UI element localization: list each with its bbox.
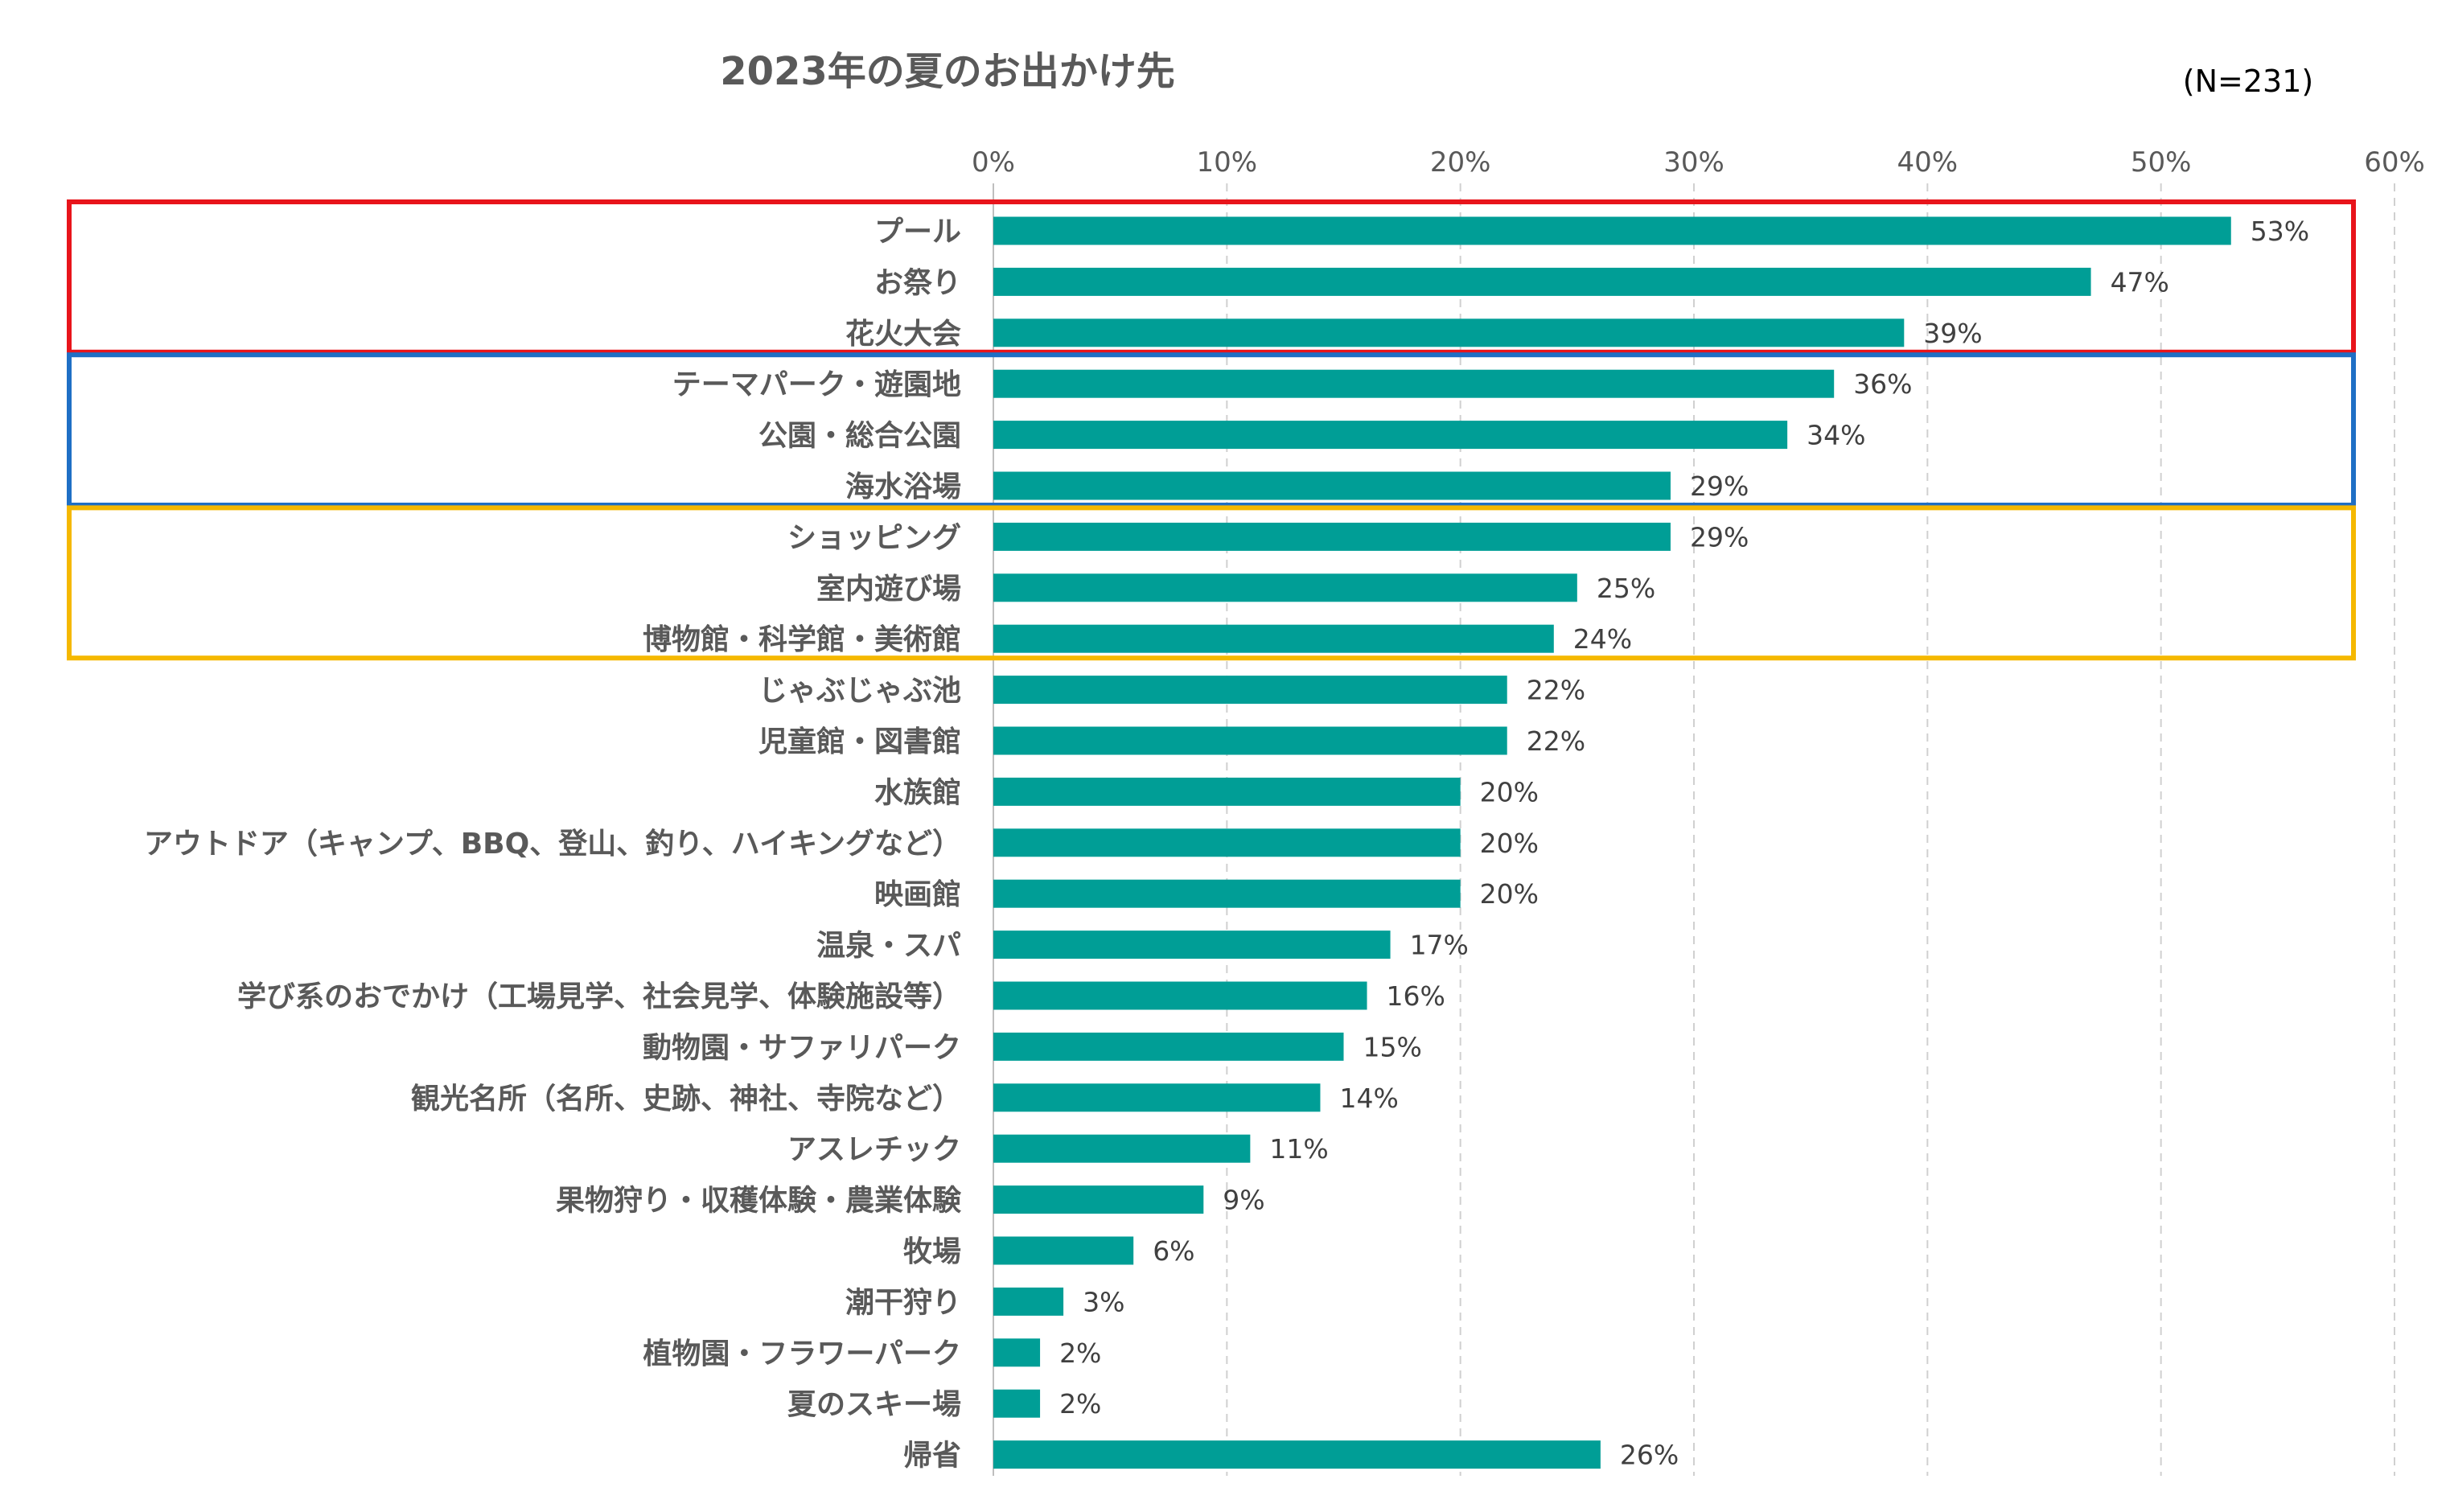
bar (993, 981, 1367, 1010)
category-label: 植物園・フラワーパーク (643, 1337, 961, 1370)
category-label: 児童館・図書館 (758, 725, 961, 758)
highlight-groups (67, 199, 2356, 661)
value-label: 53% (2251, 216, 2309, 247)
bar (993, 1440, 1601, 1469)
value-label: 17% (1410, 930, 1469, 961)
category-label: じゃぶじゃぶ池 (758, 675, 961, 708)
bar (993, 1083, 1321, 1112)
category-label: ショッピング (787, 521, 961, 554)
value-label: 20% (1480, 878, 1539, 910)
value-label: 24% (1573, 623, 1632, 655)
x-tick-label: 50% (2131, 146, 2192, 179)
value-label: 6% (1153, 1235, 1194, 1267)
value-label: 14% (1339, 1083, 1398, 1114)
bar (993, 267, 2091, 296)
bar (993, 726, 1507, 755)
category-labels: プールお祭り花火大会テーマパーク・遊園地公園・総合公園海水浴場ショッピング室内遊… (144, 216, 962, 1473)
category-label: 観光名所（名所、史跡、神社、寺院など） (411, 1083, 961, 1116)
category-label: 公園・総合公園 (758, 420, 961, 453)
value-label: 29% (1690, 470, 1749, 502)
chart-title: 2023年の夏のお出かけ先 (720, 49, 1175, 94)
value-label: 39% (1923, 318, 1982, 349)
highlight-box-3 (67, 505, 2356, 661)
category-label: アスレチック (787, 1133, 961, 1166)
value-label: 36% (1853, 368, 1912, 400)
category-label: 室内遊び場 (816, 573, 961, 606)
category-label: 動物園・サファリパーク (643, 1031, 961, 1064)
x-tick-label: 30% (1663, 146, 1724, 179)
bars (993, 216, 2231, 1469)
bar (993, 471, 1671, 500)
bar (993, 1032, 1344, 1061)
category-label: アウトドア（キャンプ、BBQ、登山、釣り、ハイキングなど） (144, 828, 961, 861)
bar (993, 1389, 1041, 1418)
value-label: 3% (1083, 1286, 1124, 1317)
bar (993, 1185, 1204, 1214)
bar (993, 216, 2231, 245)
value-label: 26% (1620, 1440, 1679, 1471)
bar (993, 777, 1461, 806)
bar (993, 676, 1507, 705)
category-label: 帰省 (903, 1440, 961, 1473)
category-label: 水族館 (874, 775, 961, 809)
x-tick-label: 20% (1430, 146, 1491, 179)
value-label: 16% (1387, 980, 1445, 1012)
category-label: プール (874, 216, 961, 249)
category-label: 果物狩り・収穫体験・農業体験 (556, 1185, 962, 1218)
bar (993, 421, 1788, 450)
bar (993, 1338, 1041, 1367)
category-label: テーマパーク・遊園地 (672, 368, 961, 401)
bar (993, 573, 1577, 602)
category-label: 映画館 (874, 877, 961, 911)
category-label: 海水浴場 (845, 470, 961, 503)
bar (993, 879, 1461, 908)
bar (993, 931, 1391, 959)
x-axis-ticks: 0% 10% 20% 30% 40% 50% 60% (972, 146, 2425, 179)
bar (993, 1287, 1064, 1316)
highlight-box-1 (67, 199, 2356, 355)
category-label: 温泉・スパ (816, 930, 961, 963)
value-label: 9% (1223, 1185, 1264, 1216)
bar (993, 318, 1905, 347)
value-label: 11% (1269, 1133, 1328, 1165)
bar (993, 1134, 1251, 1163)
bar (993, 624, 1554, 653)
value-label: 20% (1480, 776, 1539, 807)
highlight-box-2 (67, 352, 2356, 508)
value-labels: 53% 47% 39% 36% 34% 29% 29% 25% 24% 22% 22% 20% 20% 2… (1059, 216, 2309, 1471)
value-label: 20% (1480, 828, 1539, 859)
category-label: 学び系のおでかけ（工場見学、社会見学、体験施設等） (237, 980, 961, 1013)
category-label: 博物館・科学館・美術館 (643, 622, 961, 656)
value-label: 29% (1690, 521, 1749, 553)
value-label: 47% (2111, 266, 2169, 298)
value-label: 2% (1059, 1337, 1101, 1369)
category-label: 牧場 (903, 1235, 961, 1268)
x-tick-label: 60% (2364, 146, 2425, 179)
value-label: 22% (1527, 725, 1585, 757)
category-label: 花火大会 (845, 318, 961, 351)
bar (993, 522, 1671, 551)
x-tick-label: 10% (1197, 146, 1258, 179)
x-tick-label: 0% (972, 146, 1015, 179)
category-label: お祭り (874, 266, 961, 299)
bar (993, 369, 1835, 398)
x-tick-label: 40% (1897, 146, 1959, 179)
category-label: 夏のスキー場 (787, 1388, 961, 1421)
value-label: 2% (1059, 1388, 1101, 1420)
bar (993, 828, 1461, 857)
bar (993, 1236, 1134, 1265)
value-label: 22% (1527, 675, 1585, 706)
value-label: 34% (1807, 420, 1865, 451)
value-label: 25% (1597, 573, 1655, 604)
category-label: 潮干狩り (845, 1286, 961, 1319)
value-label: 15% (1363, 1031, 1422, 1062)
sample-size-note: (N=231) (2183, 64, 2313, 99)
